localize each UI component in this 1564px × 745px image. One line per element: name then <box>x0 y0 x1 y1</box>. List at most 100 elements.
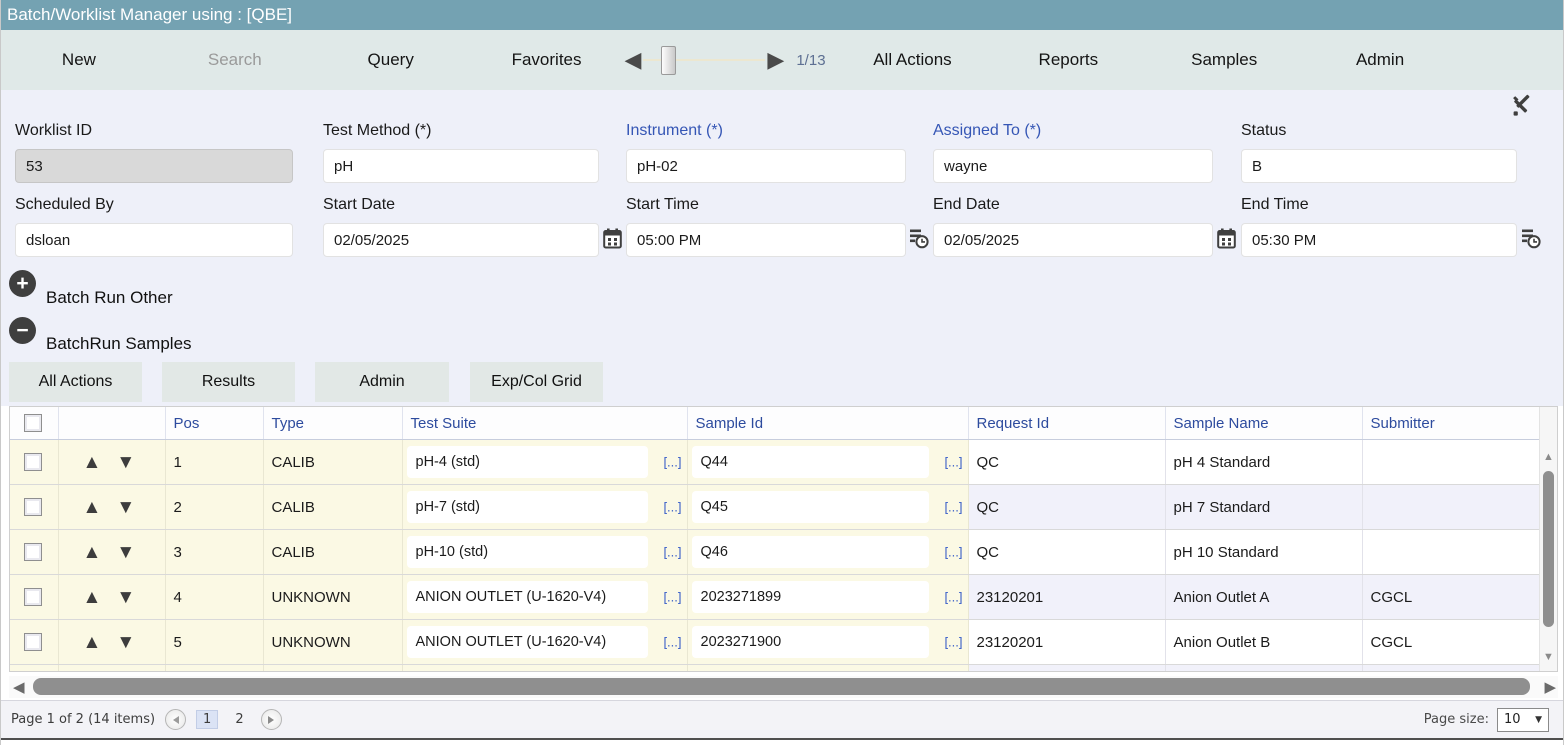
cell-sample-id[interactable]: Q45 <box>691 491 929 523</box>
grid-header-test-suite[interactable]: Test Suite <box>402 407 688 440</box>
end-time-clock-icon[interactable] <box>1521 228 1541 249</box>
move-down-icon[interactable]: ▼ <box>116 586 136 608</box>
collapse-icon[interactable]: − <box>9 317 36 344</box>
cell-test-suite[interactable]: ANION OUTLET (U-1620-V4) <box>406 581 648 613</box>
scheduled-by-input[interactable] <box>15 223 293 257</box>
toolbar-item-new[interactable]: New <box>61 50 96 69</box>
cell-type[interactable]: CALIB <box>263 529 403 575</box>
toolbar-item-all-actions[interactable]: All Actions <box>873 50 952 69</box>
cell-test-suite[interactable]: pH-4 (std) <box>406 446 648 478</box>
horizontal-scrollbar[interactable]: ◀ ▶ <box>9 676 1558 698</box>
sample-id-lookup-button[interactable]: [...] <box>944 634 963 650</box>
start-date-input[interactable] <box>323 223 599 257</box>
row-checkbox[interactable] <box>24 498 42 516</box>
test-suite-lookup-button[interactable]: [...] <box>663 454 682 470</box>
vertical-scrollbar-thumb[interactable] <box>1543 471 1554 627</box>
cell-sample-id[interactable]: 2023271900 <box>691 626 929 658</box>
move-up-icon[interactable]: ▲ <box>82 496 102 518</box>
tab-exp-col-grid[interactable]: Exp/Col Grid <box>470 362 603 402</box>
instrument-input[interactable] <box>626 149 906 183</box>
move-up-icon[interactable]: ▲ <box>82 631 102 653</box>
cell-sample-id[interactable]: 2023271899 <box>691 581 929 613</box>
sample-id-lookup-button[interactable]: [...] <box>944 544 963 560</box>
cell-type[interactable]: UNKNOWN <box>263 574 403 620</box>
cell-sample-id[interactable]: Q46 <box>691 536 929 568</box>
test-suite-lookup-button[interactable]: [...] <box>663 589 682 605</box>
tab-admin[interactable]: Admin <box>315 362 449 402</box>
end-date-input[interactable] <box>933 223 1213 257</box>
worklist-id-input[interactable] <box>15 149 293 183</box>
scroll-up-icon[interactable]: ▲ <box>1543 451 1554 463</box>
horizontal-scrollbar-thumb[interactable] <box>33 678 1530 695</box>
cell-pos[interactable]: 2 <box>165 484 264 530</box>
toolbar-item-query[interactable]: Query <box>367 50 414 69</box>
move-down-icon[interactable]: ▼ <box>116 451 136 473</box>
record-slider-thumb[interactable] <box>661 46 677 75</box>
cell-test-suite[interactable]: pH-7 (std) <box>406 491 648 523</box>
start-time-input[interactable] <box>626 223 906 257</box>
cell-test-suite[interactable]: pH-10 (std) <box>406 536 648 568</box>
record-next-icon[interactable]: ▶ <box>767 47 785 72</box>
grid-header-sample-id[interactable]: Sample Id <box>687 407 969 440</box>
expand-icon[interactable]: + <box>9 270 36 297</box>
start-time-clock-icon[interactable] <box>909 228 929 249</box>
pager-page-1[interactable]: 1 <box>196 710 219 729</box>
cell-pos[interactable]: 3 <box>165 529 264 575</box>
tab-all-actions[interactable]: All Actions <box>9 362 142 402</box>
toolbar-item-reports[interactable]: Reports <box>1038 50 1099 69</box>
cell-pos[interactable]: 5 <box>165 619 264 665</box>
cell-sample-id[interactable]: Q44 <box>691 446 929 478</box>
pager-page-2[interactable]: 2 <box>235 712 244 727</box>
section-batch-run-other[interactable]: Batch Run Other <box>46 288 173 307</box>
test-suite-lookup-button[interactable]: [...] <box>663 544 682 560</box>
sample-id-lookup-button[interactable]: [...] <box>944 454 963 470</box>
cell-type[interactable]: CALIB <box>263 439 403 485</box>
vertical-scrollbar[interactable]: ▲ ▼ <box>1539 407 1557 671</box>
row-checkbox[interactable] <box>24 543 42 561</box>
cell-test-suite[interactable]: ANION OUTLET (U-1620-V4) <box>406 626 648 658</box>
tools-icon[interactable] <box>1511 94 1535 118</box>
tab-results[interactable]: Results <box>162 362 295 402</box>
move-down-icon[interactable]: ▼ <box>116 541 136 563</box>
end-date-calendar-icon[interactable] <box>1217 228 1236 249</box>
scroll-left-icon[interactable]: ◀ <box>13 679 25 696</box>
assigned-to-input[interactable] <box>933 149 1213 183</box>
section-batchrun-samples[interactable]: BatchRun Samples <box>46 334 192 353</box>
sample-id-lookup-button[interactable]: [...] <box>944 589 963 605</box>
toolbar-item-samples[interactable]: Samples <box>1191 50 1258 69</box>
grid-header-pos[interactable]: Pos <box>165 407 264 440</box>
test-suite-lookup-button[interactable]: [...] <box>663 499 682 515</box>
cell-pos[interactable]: 1 <box>165 439 264 485</box>
grid-header-type[interactable]: Type <box>263 407 403 440</box>
end-time-input[interactable] <box>1241 223 1517 257</box>
pager-prev-button[interactable] <box>165 709 187 730</box>
toolbar-item-favorites[interactable]: Favorites <box>511 50 582 69</box>
move-down-icon[interactable]: ▼ <box>116 631 136 653</box>
row-checkbox[interactable] <box>24 633 42 651</box>
record-prev-icon[interactable]: ◀ <box>624 47 642 72</box>
page-size-select[interactable]: 10 ▼ <box>1497 707 1549 732</box>
cell-type[interactable]: UNKNOWN <box>263 664 403 671</box>
move-up-icon[interactable]: ▲ <box>82 541 102 563</box>
grid-header-request-id[interactable]: Request Id <box>968 407 1166 440</box>
move-up-icon[interactable]: ▲ <box>82 586 102 608</box>
scroll-right-icon[interactable]: ▶ <box>1544 679 1556 696</box>
sample-id-lookup-button[interactable]: [...] <box>944 499 963 515</box>
grid-header-submitter[interactable]: Submitter <box>1362 407 1539 440</box>
row-checkbox[interactable] <box>24 588 42 606</box>
test-suite-lookup-button[interactable]: [...] <box>663 634 682 650</box>
grid-header-sample-name[interactable]: Sample Name <box>1165 407 1363 440</box>
cell-pos[interactable]: 6 <box>165 664 264 671</box>
toolbar-item-search[interactable]: Search <box>207 50 262 69</box>
cell-type[interactable]: UNKNOWN <box>263 619 403 665</box>
status-input[interactable] <box>1241 149 1517 183</box>
start-date-calendar-icon[interactable] <box>603 228 622 249</box>
cell-type[interactable]: CALIB <box>263 484 403 530</box>
row-checkbox[interactable] <box>24 453 42 471</box>
cell-pos[interactable]: 4 <box>165 574 264 620</box>
select-all-checkbox[interactable] <box>24 414 42 432</box>
move-up-icon[interactable]: ▲ <box>82 451 102 473</box>
pager-next-button[interactable] <box>260 709 282 730</box>
scroll-down-icon[interactable]: ▼ <box>1543 651 1554 663</box>
move-down-icon[interactable]: ▼ <box>116 496 136 518</box>
